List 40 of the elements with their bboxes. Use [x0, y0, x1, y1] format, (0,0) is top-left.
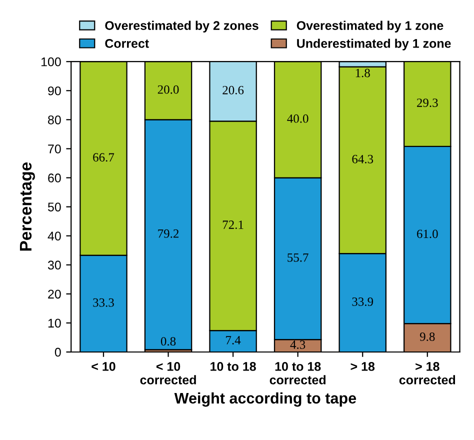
x-tick-label: > 18	[350, 362, 375, 371]
data-label: 9.8	[420, 332, 435, 341]
data-label: 64.3	[352, 154, 374, 164]
legend-label: Underestimated by 1 zone	[297, 38, 451, 50]
data-label: 79.2	[158, 229, 179, 238]
x-axis-title: Weight according to tape	[174, 392, 356, 407]
data-label: 66.7	[93, 153, 114, 162]
x-tick-label: < 10	[92, 362, 116, 371]
y-tick-label: 60	[48, 174, 61, 182]
data-label: 33.9	[352, 298, 374, 306]
y-tick-label: 40	[48, 232, 61, 240]
y-tick-label: 20	[48, 290, 61, 299]
legend-label: Correct	[105, 39, 149, 48]
legend-label: Overestimated by 2 zones	[105, 20, 258, 32]
y-tick-label: 30	[48, 260, 61, 270]
y-axis-title: Percentage	[20, 162, 35, 251]
y-tick-label: 10	[48, 318, 61, 328]
x-tick-label: 10 to 18 corrected	[270, 362, 326, 384]
data-label: 29.3	[417, 98, 438, 108]
legend-label: Overestimated by 1 zone	[296, 20, 444, 32]
x-tick-label: 10 to 18	[210, 362, 256, 371]
data-label: 4.3	[290, 340, 306, 349]
data-label: 20.0	[158, 85, 179, 94]
y-tick-label: 0	[54, 348, 61, 357]
x-tick-label: > 18 corrected	[399, 362, 456, 384]
data-label: 20.6	[222, 86, 244, 94]
data-label: 33.3	[93, 298, 114, 307]
data-label: 55.7	[288, 253, 308, 262]
x-tick-label: < 10 corrected	[140, 362, 196, 384]
data-label: 7.4	[226, 336, 241, 344]
y-tick-label: 70	[48, 144, 61, 154]
y-tick-label: 80	[48, 115, 61, 124]
y-tick-label: 50	[48, 202, 61, 212]
y-tick-label: 100	[41, 57, 61, 66]
data-label: 40.0	[287, 114, 308, 123]
y-tick-label: 90	[48, 86, 61, 96]
data-label: 61.0	[416, 230, 438, 238]
data-label: 72.1	[222, 220, 244, 230]
data-label: 1.8	[356, 68, 370, 78]
data-label: 0.8	[160, 337, 176, 346]
